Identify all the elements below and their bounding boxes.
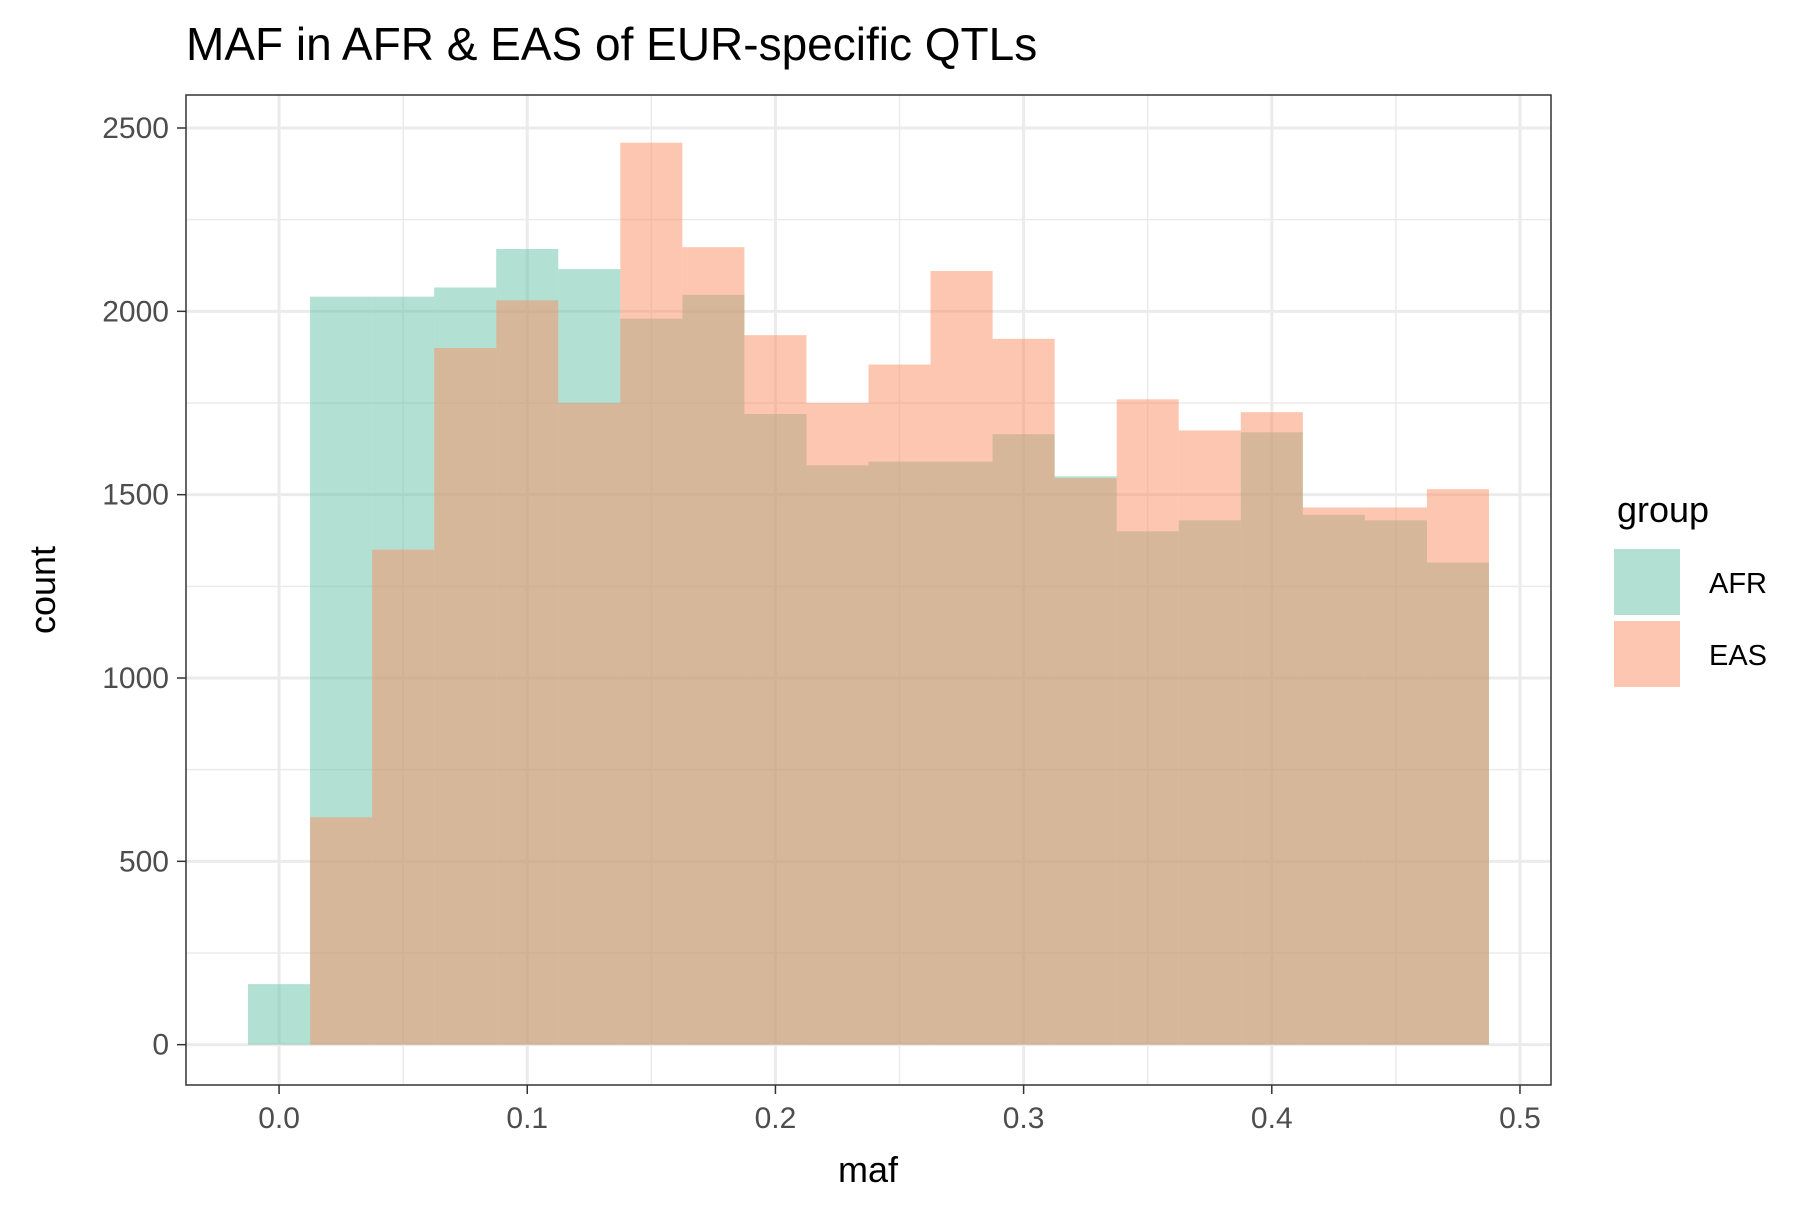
bar-eas — [1302, 507, 1365, 1045]
bar-afr — [248, 984, 311, 1045]
bar-eas — [930, 271, 993, 1045]
y-tick-label: 1000 — [102, 662, 169, 695]
x-axis: 0.0 0.1 0.2 0.3 0.4 0.5 — [258, 1085, 1541, 1135]
legend-key-afr — [1614, 549, 1680, 615]
bar-eas — [1240, 412, 1303, 1045]
bar-eas — [992, 338, 1055, 1045]
bar-eas — [310, 817, 373, 1045]
y-tick-label: 1500 — [102, 479, 169, 512]
bar-eas — [1116, 399, 1179, 1045]
x-tick-label: 0.5 — [1499, 1102, 1541, 1135]
y-axis-title: count — [22, 546, 63, 634]
bar-eas — [682, 247, 745, 1045]
legend-title: group — [1617, 489, 1709, 530]
x-tick-label: 0.3 — [1003, 1102, 1045, 1135]
x-tick-label: 0.4 — [1251, 1102, 1293, 1135]
bar-eas — [806, 403, 869, 1045]
legend-label-afr: AFR — [1709, 568, 1767, 600]
y-tick-label: 0 — [152, 1029, 169, 1062]
y-tick-label: 2000 — [102, 295, 169, 328]
bar-eas — [372, 549, 435, 1045]
bar-eas — [434, 348, 497, 1045]
bar-eas — [1426, 489, 1489, 1045]
bar-eas — [558, 403, 621, 1045]
x-tick-label: 0.0 — [258, 1102, 300, 1135]
histogram-bars — [248, 142, 1489, 1045]
x-axis-title: maf — [838, 1149, 899, 1190]
legend: group AFR EAS — [1614, 489, 1767, 687]
legend-key-eas — [1614, 621, 1680, 687]
bar-eas — [620, 142, 683, 1045]
legend-label-eas: EAS — [1709, 640, 1767, 672]
bar-eas — [496, 300, 559, 1045]
chart-title: MAF in AFR & EAS of EUR-specific QTLs — [186, 18, 1037, 70]
x-tick-label: 0.2 — [755, 1102, 797, 1135]
x-tick-label: 0.1 — [506, 1102, 548, 1135]
y-tick-label: 2500 — [102, 112, 169, 145]
bar-eas — [744, 335, 807, 1045]
bar-eas — [868, 364, 931, 1045]
y-axis: 0 500 1000 1500 2000 2500 — [102, 112, 186, 1062]
bar-eas — [1054, 478, 1117, 1045]
y-tick-label: 500 — [119, 845, 169, 878]
bar-eas — [1364, 507, 1427, 1045]
bar-eas — [1178, 430, 1241, 1045]
plot-panel-border — [185, 94, 1552, 1086]
